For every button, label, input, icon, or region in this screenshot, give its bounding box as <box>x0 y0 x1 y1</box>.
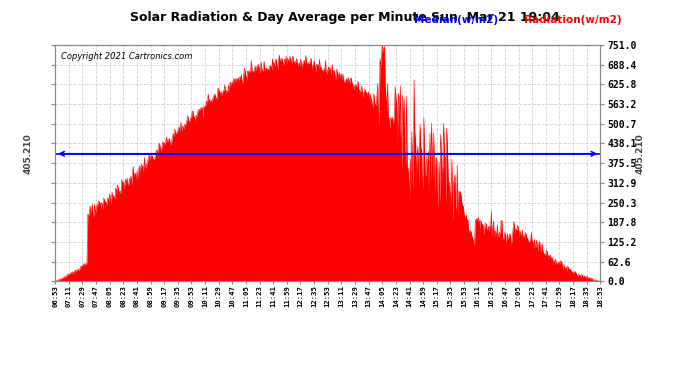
Text: 405.210: 405.210 <box>23 134 32 174</box>
Text: Radiation(w/m2): Radiation(w/m2) <box>524 15 622 25</box>
Text: Solar Radiation & Day Average per Minute Sun  Mar 21 19:04: Solar Radiation & Day Average per Minute… <box>130 11 560 24</box>
Text: 405.210: 405.210 <box>635 134 644 174</box>
Text: Copyright 2021 Cartronics.com: Copyright 2021 Cartronics.com <box>61 52 192 61</box>
Text: Median(w/m2): Median(w/m2) <box>414 15 498 25</box>
